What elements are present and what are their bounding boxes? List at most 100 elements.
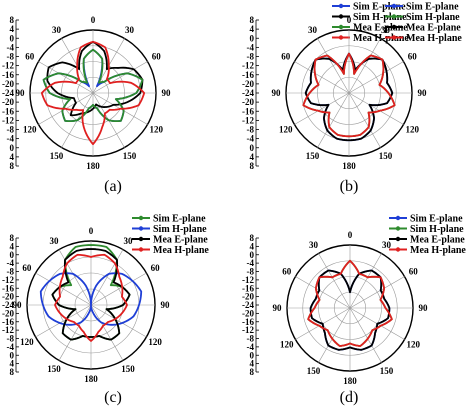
angle-label: 30 [309, 240, 319, 250]
angle-label: 120 [279, 125, 293, 135]
series-line-3 [42, 48, 144, 123]
legend-marker [338, 14, 344, 19]
radial-tick-label: -16 [2, 283, 14, 293]
legend-marker [395, 247, 401, 252]
radial-tick-label: 4 [250, 152, 255, 162]
radial-tick-label: -4 [7, 134, 15, 144]
radial-tick-label: 0 [10, 33, 15, 43]
grid-spoke [90, 272, 147, 306]
angle-label: 90 [273, 303, 283, 313]
radial-tick-label: 4 [10, 24, 15, 34]
legend-label: Mea E-plane [353, 23, 408, 34]
radial-tick-label: -16 [242, 317, 254, 327]
radial-tick-label: 8 [10, 161, 15, 171]
radial-tick-label: -20 [2, 292, 14, 302]
grid-spoke [318, 307, 351, 363]
angle-label: 180 [342, 161, 356, 171]
radial-tick-label: 8 [250, 367, 255, 377]
radial-tick-label: 0 [10, 350, 15, 360]
angle-label: 150 [47, 364, 61, 374]
angle-label: 0 [348, 230, 353, 240]
angle-label: 120 [406, 340, 420, 350]
grid-spoke [38, 61, 94, 94]
angle-label: 120 [280, 340, 294, 350]
radial-tick-label: 8 [250, 161, 255, 171]
radial-tick-label: -4 [247, 134, 255, 144]
grid-spoke [317, 92, 350, 148]
radial-tick-label: 4 [10, 359, 15, 369]
radial-tick-label: -8 [7, 334, 15, 344]
radial-tick-label: -8 [7, 52, 15, 62]
radial-tick-label: -12 [242, 61, 254, 71]
grid-spoke [348, 92, 404, 125]
angle-label: 90 [161, 300, 171, 310]
angle-label: 150 [123, 151, 137, 161]
radial-tick-label: -16 [242, 70, 254, 80]
radial-tick-label: -4 [247, 258, 255, 268]
angle-label: 120 [405, 125, 419, 135]
angle-label: 60 [25, 52, 35, 62]
polar-panel-3: 0306090120150180150120906030840-4-8-12-1… [2, 214, 209, 407]
angle-label: 30 [382, 240, 392, 250]
legend-marker [138, 247, 144, 252]
polar-panel-4: 0306090120150180150120906030840-4-8-12-1… [242, 214, 466, 407]
angle-label: 30 [308, 25, 318, 35]
radial-tick-label: 0 [250, 350, 255, 360]
legend-label: Sim H-plane [406, 12, 460, 23]
legend-marker [138, 226, 144, 231]
legend-marker [338, 35, 344, 40]
legend-marker [391, 3, 397, 9]
radial-tick-label: -20 [242, 308, 254, 318]
radial-tick-label: 0 [250, 143, 255, 153]
grid-spoke [318, 253, 351, 309]
angle-label: 60 [151, 263, 161, 273]
radial-tick-label: -24 [2, 88, 14, 98]
radial-tick-label: -24 [242, 300, 254, 310]
angle-label: 0 [91, 15, 96, 25]
legend-label: Mea E-plane [406, 23, 461, 34]
angle-label: 90 [162, 88, 172, 98]
radial-tick-label: -20 [242, 292, 254, 302]
angle-label: 30 [381, 25, 391, 35]
grid-spoke [349, 253, 382, 309]
grid-spoke [58, 249, 92, 306]
legend-marker [395, 215, 401, 221]
radial-tick-label: -12 [2, 115, 14, 125]
grid-spoke [90, 249, 124, 306]
angle-label: 60 [282, 267, 292, 277]
legend-label: Mea E-plane [410, 235, 465, 246]
grid-spoke [294, 92, 350, 125]
radial-tick-label: -4 [7, 42, 15, 52]
angle-label: 150 [380, 366, 394, 376]
legend-marker [391, 35, 397, 40]
radial-tick-label: -20 [2, 79, 14, 89]
radial-tick-label: -20 [242, 79, 254, 89]
radial-tick-label: 4 [10, 152, 15, 162]
panel-caption: (b) [340, 178, 359, 195]
series-line-3 [309, 269, 391, 351]
angle-label: 150 [121, 364, 135, 374]
grid-spoke [348, 92, 381, 148]
radial-tick-label: -12 [2, 325, 14, 335]
panel-caption: (d) [340, 389, 359, 406]
angle-label: 60 [152, 52, 162, 62]
radial-tick-label: -12 [242, 275, 254, 285]
angle-label: 120 [20, 337, 34, 347]
angle-label: 180 [84, 374, 98, 384]
radial-tick-label: -8 [247, 125, 255, 135]
angle-label: 120 [148, 337, 162, 347]
angle-label: 30 [125, 25, 135, 35]
polar-panel-1: 0306090120150180150120906030840-4-8-12-1… [2, 2, 409, 196]
radial-tick-label: 8 [250, 15, 255, 25]
angle-label: 120 [23, 125, 37, 135]
legend-marker [395, 226, 401, 231]
series-line-3 [304, 52, 394, 142]
radial-tick-label: 0 [10, 143, 15, 153]
angle-label: 60 [281, 52, 291, 62]
radial-tick-label: -4 [247, 342, 255, 352]
radial-tick-label: -8 [247, 334, 255, 344]
grid-spoke [295, 276, 351, 309]
angle-label: 150 [50, 151, 64, 161]
legend-label: Mea E-plane [153, 235, 208, 246]
